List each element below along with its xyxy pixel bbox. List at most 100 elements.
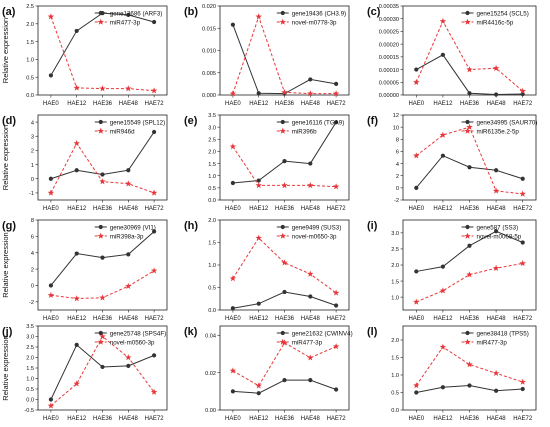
panel-label: (d) [2, 115, 16, 127]
data-point-gene [256, 391, 261, 396]
y-tick-label: 10 [393, 125, 399, 131]
data-point-gene [74, 168, 79, 173]
x-tick-label: HAE0 [225, 316, 241, 322]
chart-panel-i: (i) 1.0 1.5 2.0 2.5 3.0 HAE0 HAE12 HAE36 HAE48 HAE… [367, 219, 537, 322]
x-tick-label: HAE0 [408, 206, 424, 212]
legend-entry: miR477-3p [477, 339, 508, 346]
x-tick-label: HAE48 [487, 101, 507, 107]
y-tick-label: 4 [396, 162, 399, 168]
y-tick-label: 2.0 [391, 338, 399, 344]
legend-marker-gene [280, 10, 285, 16]
chart-panel-a: (a)Relative expression 0.0 0.5 1.0 1.5 2.0 2.5… [1, 4, 168, 107]
legend-marker-mirna [97, 18, 104, 25]
data-point-gene [520, 386, 525, 392]
data-point-mirna [255, 382, 262, 389]
legend-entry: miR396b [292, 128, 317, 135]
y-tick-label: 2.0 [26, 356, 34, 362]
chart-panel-j: (j)Relative expression -0.5 0.0 0.5 1.0 1.5 2.… [1, 324, 168, 422]
y-axis-label: Relative expression [1, 125, 10, 190]
plot-frame [37, 114, 168, 201]
x-tick-label: HAE0 [43, 101, 59, 107]
legend-entry: gene21632 (CWINV4) [292, 330, 353, 337]
data-point-mirna [519, 378, 526, 385]
y-tick-label: 2.0 [26, 22, 34, 28]
x-tick-label: HAE36 [460, 416, 480, 422]
data-point-gene [308, 294, 313, 299]
y-tick-label: 0.00015 [379, 55, 399, 61]
legend-entry: gene587 (SS3) [477, 224, 519, 231]
legend-entry: gene30969 (VI1) [110, 224, 156, 231]
data-point-mirna [150, 189, 158, 196]
data-point-mirna [125, 180, 132, 187]
data-point-gene [282, 159, 287, 164]
data-point-mirna [255, 234, 262, 241]
y-axis-label: Relative expression [1, 335, 10, 400]
data-point-gene [282, 378, 287, 383]
plot-frame [402, 5, 537, 96]
legend-entry: miR946d [110, 128, 135, 135]
data-point-gene [334, 120, 339, 125]
y-tick-label: 2.5 [208, 137, 216, 143]
data-point-gene [414, 269, 419, 274]
legend-entry: gene19436 (CH3.9) [292, 10, 346, 17]
y-tick-label: 0.02 [205, 371, 216, 377]
series-line-gene [416, 54, 523, 95]
y-tick-label: -2 [29, 300, 34, 306]
y-tick-label: 0.015 [202, 26, 216, 32]
series-line-mirna [50, 335, 155, 407]
legend-entry: gene34995 (SAUR70) [477, 119, 538, 126]
y-tick-label: -1 [29, 191, 34, 197]
data-point-gene [308, 161, 313, 166]
data-point-gene [48, 176, 54, 181]
y-tick-label: 0 [31, 284, 34, 290]
y-tick-label: 0.00030 [379, 17, 399, 23]
y-tick-label: 0.00010 [379, 68, 399, 74]
x-tick-label: HAE48 [119, 316, 139, 322]
y-tick-label: 1.0 [208, 263, 216, 269]
x-tick-label: HAE36 [275, 416, 295, 422]
y-tick-label: 2 [31, 149, 34, 155]
data-point-gene [282, 289, 287, 295]
x-tick-label: HAE48 [487, 206, 507, 212]
y-tick-label: 3.5 [26, 324, 34, 330]
y-tick-label: 1.5 [391, 356, 399, 362]
data-point-mirna [150, 87, 158, 94]
y-tick-label: 0.010 [202, 49, 216, 55]
y-tick-label: 12 [393, 113, 399, 119]
data-point-mirna [439, 17, 447, 25]
legend-marker-mirna [279, 232, 286, 239]
legend-marker-mirna [464, 232, 471, 239]
y-tick-label: 3.0 [391, 231, 399, 237]
y-tick-label: 0.00025 [379, 30, 399, 36]
data-point-mirna [47, 291, 55, 299]
chart-panel-b: (b) 0.000 0.005 0.010 0.015 0.020 HAE0 HAE12 HAE… [184, 4, 350, 107]
legend-entry: novel-m0560-3p [110, 339, 155, 346]
x-tick-label: HAE72 [513, 206, 533, 212]
data-point-gene [100, 172, 105, 177]
y-tick-label: 2.5 [391, 247, 399, 253]
y-tick-label: 0.0 [208, 198, 216, 204]
y-tick-label: 8 [396, 137, 399, 143]
y-tick-label: 3.0 [26, 335, 34, 341]
data-point-mirna [229, 143, 237, 150]
x-tick-label: HAE0 [43, 206, 59, 212]
data-point-gene [308, 378, 313, 383]
x-tick-label: HAE0 [225, 101, 241, 107]
data-point-gene [152, 19, 157, 25]
data-point-gene [334, 387, 339, 392]
series-line-gene [50, 131, 155, 180]
legend-entry: miR477-3p [292, 339, 323, 346]
legend-entry: gene15254 (SCL5) [477, 10, 529, 17]
x-tick-label: HAE48 [301, 206, 321, 212]
data-point-mirna [307, 270, 314, 277]
data-point-mirna [413, 78, 420, 86]
legend-marker-mirna [279, 338, 286, 345]
data-point-mirna [150, 388, 158, 395]
series-line-mirna [416, 262, 523, 303]
chart-panel-f: (f) -2 0 2 4 6 8 10 12 HAE0 HAE12 HAE36 HAE48 HAE72 ge… [367, 113, 537, 212]
data-point-mirna [466, 361, 473, 368]
x-tick-label: HAE0 [225, 206, 241, 212]
legend-marker-mirna [97, 232, 104, 239]
data-point-mirna [519, 259, 526, 267]
panel-label: (a) [2, 6, 16, 18]
